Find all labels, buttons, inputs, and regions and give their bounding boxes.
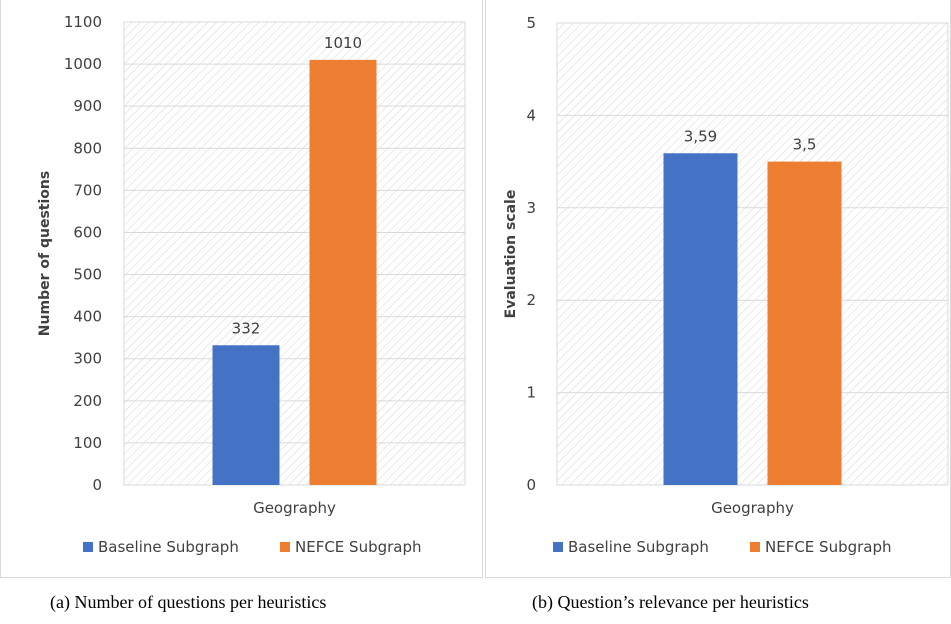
plot-area: [124, 22, 465, 485]
bar-baseline: [663, 153, 738, 485]
y-tick-label: 100: [73, 434, 102, 452]
y-tick-label: 2: [526, 291, 536, 309]
y-tick-label: 300: [73, 350, 102, 368]
y-tick-label: 1100: [64, 13, 102, 31]
y-tick-label: 200: [73, 392, 102, 410]
x-category-label: Geography: [253, 499, 336, 517]
legend-label: NEFCE Subgraph: [765, 538, 892, 556]
y-tick-label: 900: [73, 97, 102, 115]
legend-swatch: [553, 542, 563, 552]
y-tick-label: 0: [526, 476, 536, 494]
legend-swatch: [83, 542, 93, 552]
legend-swatch: [750, 542, 760, 552]
data-label: 3,5: [793, 136, 817, 154]
y-tick-label: 700: [73, 181, 102, 199]
caption-a: (a) Number of questions per heuristics: [50, 592, 327, 612]
bar-nefce: [767, 161, 842, 485]
y-tick-label: 500: [73, 266, 102, 284]
legend-label: Baseline Subgraph: [568, 538, 709, 556]
y-tick-label: 600: [73, 223, 102, 241]
bar-chart-relevance: 0 1 2 3 4 5 3,59 3,5 Geography Evaluation scale Ba…: [503, 14, 949, 556]
y-axis-title: Evaluation scale: [503, 190, 519, 319]
chart-panel-relevance: 0 1 2 3 4 5 3,59 3,5 Geography Evaluation scale Ba…: [485, 0, 951, 578]
y-tick-label: 400: [73, 308, 102, 326]
y-axis-title: Number of questions: [37, 171, 53, 336]
y-tick-label: 4: [526, 106, 536, 124]
chart-panel-questions: 0 100 200 300 400 500 600 700 800 900 1000 1100 332 1…: [0, 0, 483, 578]
y-tick-label: 0: [92, 476, 102, 494]
bar-nefce: [309, 59, 377, 486]
y-tick-label: 1: [526, 384, 536, 402]
data-label: 332: [232, 319, 261, 337]
y-tick-label: 3: [526, 199, 536, 217]
y-tick-label: 5: [526, 14, 536, 32]
y-tick-label: 800: [73, 139, 102, 157]
legend-swatch: [280, 542, 290, 552]
caption-b: (b) Question’s relevance per heuristics: [532, 592, 809, 612]
plot-area: [557, 23, 948, 485]
x-category-label: Geography: [711, 499, 794, 517]
legend-label: Baseline Subgraph: [98, 538, 239, 556]
bar-chart-questions: 0 100 200 300 400 500 600 700 800 900 1000 1100 332 1…: [37, 13, 466, 556]
bar-baseline: [212, 345, 280, 485]
legend-label: NEFCE Subgraph: [295, 538, 422, 556]
data-label: 3,59: [684, 127, 717, 145]
y-tick-label: 1000: [64, 55, 102, 73]
data-label: 1010: [324, 34, 362, 52]
